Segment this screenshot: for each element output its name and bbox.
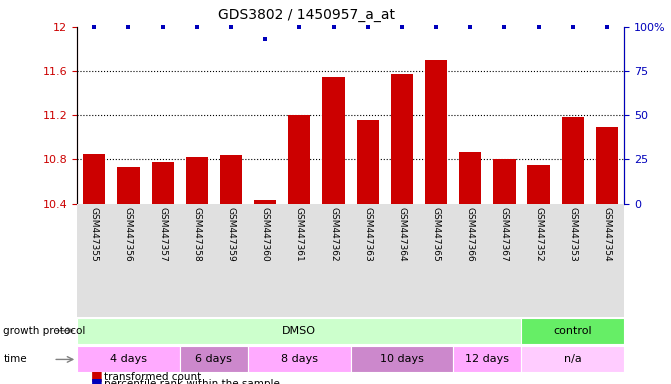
Bar bbox=[562, 118, 584, 204]
Bar bbox=[77, 346, 180, 372]
Text: GSM447354: GSM447354 bbox=[603, 207, 611, 262]
Bar bbox=[186, 157, 208, 204]
Text: GSM447361: GSM447361 bbox=[295, 207, 304, 262]
Text: transformed count: transformed count bbox=[104, 372, 201, 382]
Point bbox=[294, 24, 305, 30]
Point bbox=[499, 24, 510, 30]
Text: 12 days: 12 days bbox=[465, 354, 509, 364]
Text: GSM447353: GSM447353 bbox=[568, 207, 577, 262]
Text: ■: ■ bbox=[91, 369, 103, 382]
Text: GSM447364: GSM447364 bbox=[397, 207, 407, 262]
Bar bbox=[527, 165, 550, 204]
Text: 6 days: 6 days bbox=[195, 354, 232, 364]
Bar bbox=[521, 346, 624, 372]
Point bbox=[191, 24, 202, 30]
Text: GSM447360: GSM447360 bbox=[260, 207, 270, 262]
Text: 4 days: 4 days bbox=[110, 354, 147, 364]
Text: GSM447355: GSM447355 bbox=[90, 207, 99, 262]
Bar bbox=[596, 127, 618, 204]
Text: GSM447358: GSM447358 bbox=[193, 207, 201, 262]
Point bbox=[157, 24, 168, 30]
Text: time: time bbox=[3, 354, 27, 364]
Point bbox=[328, 24, 339, 30]
Bar bbox=[152, 162, 174, 204]
Text: control: control bbox=[554, 326, 592, 336]
Bar bbox=[391, 74, 413, 204]
Point bbox=[533, 24, 544, 30]
Bar bbox=[77, 318, 521, 344]
Text: GSM447366: GSM447366 bbox=[466, 207, 474, 262]
Text: 8 days: 8 days bbox=[281, 354, 318, 364]
Text: 10 days: 10 days bbox=[380, 354, 424, 364]
Point bbox=[362, 24, 373, 30]
Bar bbox=[356, 120, 379, 204]
Title: GDS3802 / 1450957_a_at: GDS3802 / 1450957_a_at bbox=[218, 8, 395, 22]
Bar bbox=[254, 200, 276, 204]
Text: GSM447357: GSM447357 bbox=[158, 207, 167, 262]
Text: n/a: n/a bbox=[564, 354, 582, 364]
Bar bbox=[289, 115, 311, 204]
Text: GSM447356: GSM447356 bbox=[124, 207, 133, 262]
Text: GSM447359: GSM447359 bbox=[227, 207, 236, 262]
Point bbox=[431, 24, 442, 30]
Point bbox=[89, 24, 99, 30]
Bar bbox=[493, 159, 515, 204]
Text: GSM447352: GSM447352 bbox=[534, 207, 543, 262]
Bar bbox=[117, 167, 140, 204]
Text: GSM447362: GSM447362 bbox=[329, 207, 338, 262]
Text: GSM447365: GSM447365 bbox=[431, 207, 441, 262]
Point bbox=[465, 24, 476, 30]
Point bbox=[602, 24, 613, 30]
Text: DMSO: DMSO bbox=[282, 326, 316, 336]
Text: ■: ■ bbox=[91, 376, 103, 384]
Bar bbox=[180, 346, 248, 372]
Text: percentile rank within the sample: percentile rank within the sample bbox=[104, 379, 280, 384]
Bar bbox=[425, 60, 447, 204]
Bar bbox=[351, 346, 453, 372]
Bar bbox=[220, 155, 242, 204]
Bar bbox=[453, 346, 521, 372]
Text: GSM447363: GSM447363 bbox=[363, 207, 372, 262]
Point bbox=[225, 24, 236, 30]
Bar bbox=[459, 152, 481, 204]
Point bbox=[260, 36, 270, 42]
Point bbox=[397, 24, 407, 30]
Bar bbox=[521, 318, 624, 344]
Point bbox=[123, 24, 134, 30]
Bar bbox=[83, 154, 105, 204]
Point bbox=[568, 24, 578, 30]
Text: growth protocol: growth protocol bbox=[3, 326, 86, 336]
Bar bbox=[248, 346, 351, 372]
Text: GSM447367: GSM447367 bbox=[500, 207, 509, 262]
Bar bbox=[322, 76, 345, 204]
